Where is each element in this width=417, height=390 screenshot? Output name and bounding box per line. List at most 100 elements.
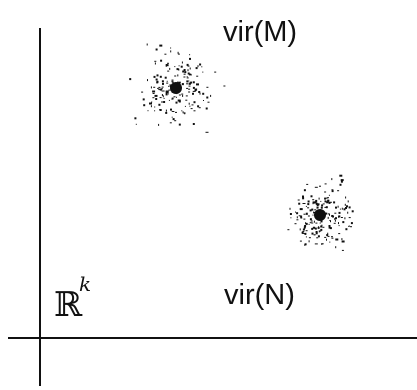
cluster-n-center <box>314 209 326 221</box>
scatter-dot <box>289 213 292 215</box>
space-label: ℝ <box>54 285 83 325</box>
scatter-dot <box>303 218 306 220</box>
scatter-dot <box>313 220 315 223</box>
scatter-dot <box>310 195 313 198</box>
scatter-dot <box>174 66 176 68</box>
scatter-dot <box>347 211 349 214</box>
scatter-dot <box>188 82 191 85</box>
scatter-dot <box>314 227 317 230</box>
scatter-dot <box>335 206 337 209</box>
scatter-dot <box>171 110 173 112</box>
cluster-m-center <box>170 82 182 94</box>
scatter-dot <box>135 123 137 125</box>
scatter-dot <box>312 199 315 201</box>
scatter-dot <box>168 89 171 91</box>
scatter-dot <box>166 80 168 82</box>
scatter-dot <box>350 222 353 225</box>
scatter-dot <box>296 219 299 221</box>
scatter-dot <box>189 105 191 107</box>
scatter-dot <box>147 79 148 82</box>
scatter-dot <box>188 85 191 87</box>
scatter-dot <box>159 97 162 99</box>
scatter-dot <box>161 88 163 90</box>
scatter-dot <box>192 86 195 89</box>
scatter-dot <box>188 88 191 90</box>
scatter-dot <box>302 195 304 198</box>
scatter-dot <box>197 65 199 68</box>
scatter-dot <box>340 179 344 182</box>
scatter-dot <box>152 90 156 93</box>
scatter-dot <box>178 65 180 67</box>
scatter-dot <box>326 234 329 237</box>
scatter-dot <box>192 92 194 95</box>
scatter-dot <box>329 227 332 230</box>
scatter-dot <box>328 226 331 229</box>
scatter-dot <box>312 214 314 216</box>
scatter-dot <box>169 84 171 86</box>
scatter-dot <box>182 70 185 73</box>
scatter-dot <box>331 178 333 181</box>
scatter-dot <box>205 107 208 110</box>
scatter-dot <box>340 180 343 183</box>
scatter-dot <box>207 101 210 103</box>
scatter-dot <box>331 190 334 193</box>
scatter-dot <box>193 110 196 112</box>
scatter-dot <box>331 236 333 238</box>
scatter-dot <box>161 86 164 88</box>
scatter-dot <box>147 110 149 112</box>
scatter-dot <box>172 111 175 112</box>
scatter-dot <box>314 209 317 211</box>
scatter-dot <box>171 80 174 82</box>
scatter-dot <box>302 228 305 231</box>
scatter-dot <box>198 91 201 93</box>
scatter-dot <box>327 199 330 202</box>
scatter-dot <box>300 215 303 218</box>
scatter-dot <box>334 212 337 214</box>
scatter-dot <box>186 77 189 79</box>
scatter-dot <box>334 218 336 220</box>
scatter-dot <box>322 226 325 228</box>
scatter-dot <box>302 203 306 204</box>
scatter-dot <box>324 206 327 208</box>
scatter-dot <box>320 225 323 228</box>
scatter-dot <box>195 67 198 70</box>
scatter-dot <box>304 243 307 246</box>
scatter-dot <box>305 232 307 235</box>
scatter-dot <box>158 87 160 90</box>
scatter-dot <box>152 97 155 99</box>
scatter-dot <box>202 71 204 73</box>
scatter-dot <box>206 86 209 88</box>
scatter-dot <box>331 189 334 191</box>
scatter-dot <box>161 80 164 83</box>
scatter-dot <box>176 96 177 98</box>
cluster-m-scatter <box>129 43 226 133</box>
scatter-dot <box>326 201 329 203</box>
scatter-dot <box>214 71 217 73</box>
scatter-dot <box>331 237 334 239</box>
scatter-dot <box>329 220 331 221</box>
scatter-dot <box>171 79 174 81</box>
scatter-dot <box>348 217 351 219</box>
scatter-dot <box>178 94 181 96</box>
scatter-dot <box>345 228 348 231</box>
scatter-dot <box>155 98 158 100</box>
scatter-dot <box>324 236 327 238</box>
scatter-dot <box>311 232 314 235</box>
scatter-dot <box>316 204 319 206</box>
scatter-dot <box>186 83 189 85</box>
scatter-dot <box>172 118 175 121</box>
scatter-dot <box>320 228 323 231</box>
scatter-dot <box>169 85 171 87</box>
scatter-dot <box>162 82 164 85</box>
scatter-dot <box>309 218 312 221</box>
scatter-dot <box>165 93 168 96</box>
cluster-m-label: vir(M) <box>223 16 297 48</box>
space-superscript: k <box>79 272 91 296</box>
scatter-dot <box>327 216 329 219</box>
scatter-dot <box>298 202 301 205</box>
scatter-dot <box>201 66 203 68</box>
scatter-dot <box>152 93 155 94</box>
scatter-dot <box>181 110 183 112</box>
scatter-dot <box>142 98 145 101</box>
scatter-dot <box>199 63 202 66</box>
